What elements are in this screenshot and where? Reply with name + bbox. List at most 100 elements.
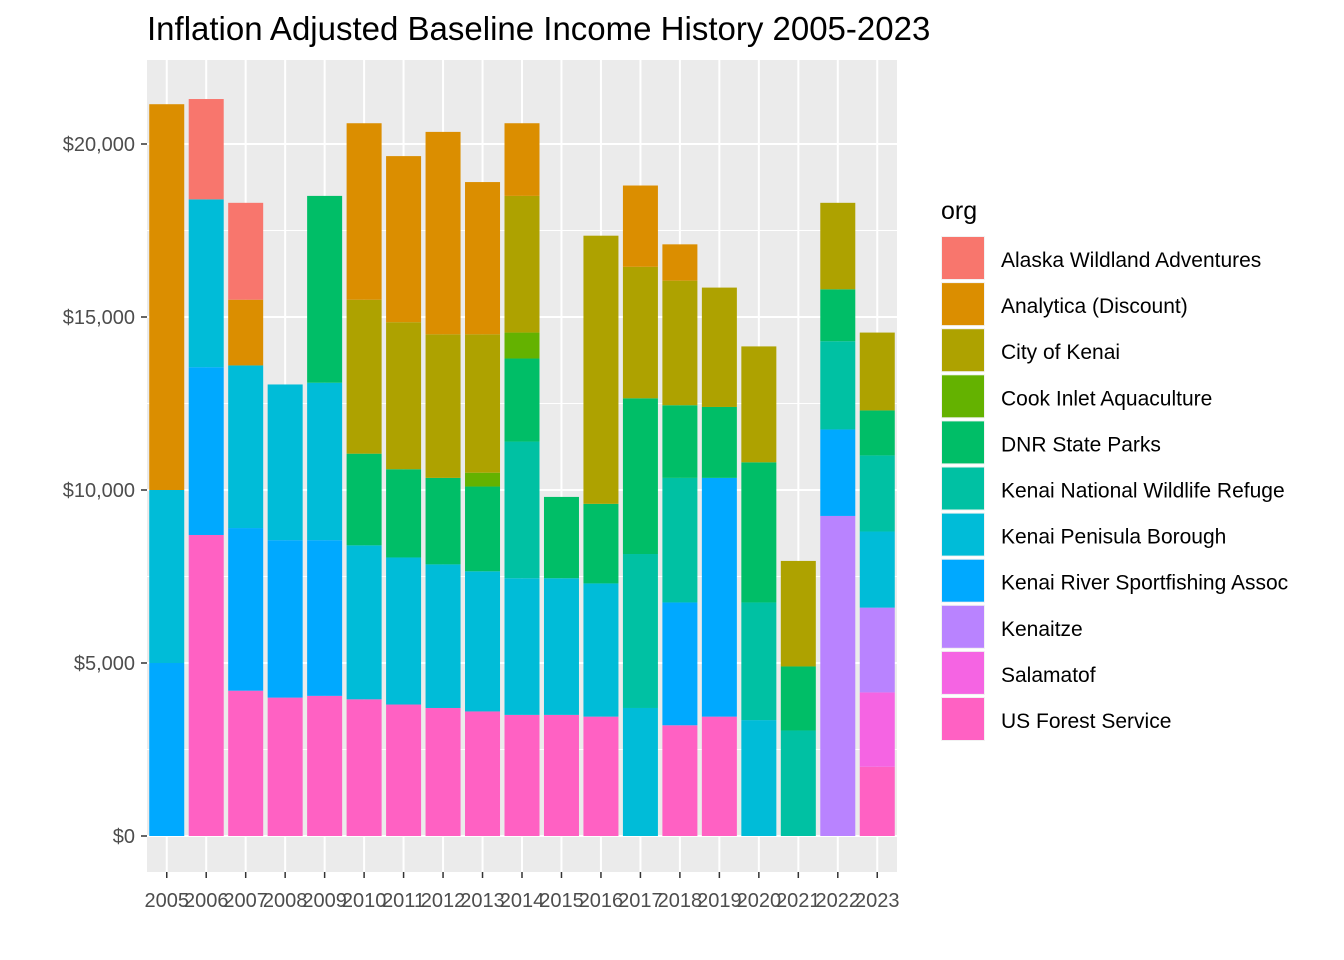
bar-segment-2017-city-of-kenai <box>622 266 658 399</box>
bar-segment-2005-kenai-penisula-borough <box>149 490 185 663</box>
legend-swatch <box>942 283 984 326</box>
bar-segment-2013-us-forest-service <box>465 711 501 836</box>
bar-segment-2010-dnr-state-parks <box>346 453 382 546</box>
x-tick-label: 2011 <box>382 890 425 912</box>
bar-segment-2009-kenai-penisula-borough <box>307 382 343 541</box>
bar-segment-2018-us-forest-service <box>662 725 698 836</box>
bar-segment-2022-kenaitze <box>820 515 856 836</box>
bar-segment-2006-kenai-river-sportfishing-assoc <box>188 367 224 535</box>
legend-label: Cook Inlet Aquaculture <box>1001 387 1212 410</box>
bar-segment-2015-dnr-state-parks <box>543 496 579 579</box>
bar-segment-2005-kenai-river-sportfishing-assoc <box>149 663 185 836</box>
x-tick-label: 2022 <box>816 890 861 912</box>
bar-segment-2011-us-forest-service <box>386 704 422 836</box>
bar-segment-2019-kenai-river-sportfishing-assoc <box>701 477 737 717</box>
bar-segment-2012-city-of-kenai <box>425 334 461 478</box>
bar-segment-2007-us-forest-service <box>228 690 264 836</box>
legend-label: US Forest Service <box>1001 710 1171 733</box>
bar-segment-2012-dnr-state-parks <box>425 477 461 565</box>
legend-label: DNR State Parks <box>1001 433 1161 456</box>
bar-segment-2013-kenai-penisula-borough <box>465 571 501 712</box>
bar-segment-2009-kenai-river-sportfishing-assoc <box>307 540 343 696</box>
x-tick-label: 2005 <box>144 890 189 912</box>
bar-segment-2011-analytica-discount- <box>386 156 422 323</box>
y-tick-label: $15,000 <box>63 307 135 329</box>
bar-segment-2021-kenai-national-wildlife-refuge <box>780 730 816 836</box>
bar-segment-2006-alaska-wildland-adventures <box>188 99 224 200</box>
legend-swatch <box>942 375 984 418</box>
bar-segment-2023-kenai-penisula-borough <box>859 531 895 608</box>
bar-segment-2018-analytica-discount- <box>662 244 698 281</box>
bar-segment-2016-city-of-kenai <box>583 235 619 504</box>
bar-segment-2010-analytica-discount- <box>346 123 382 300</box>
y-axis: $0 $5,000 $10,000 $15,000 $20,000 <box>63 134 147 848</box>
bar-segment-2015-kenai-penisula-borough <box>543 578 579 715</box>
legend-swatch <box>942 698 984 740</box>
bar-segment-2022-city-of-kenai <box>820 202 856 290</box>
bar-segment-2013-dnr-state-parks <box>465 486 501 572</box>
bar-segment-2007-kenai-penisula-borough <box>228 365 264 529</box>
x-tick-label: 2023 <box>855 890 900 912</box>
x-tick-label: 2013 <box>460 890 505 912</box>
legend-label: Kenai River Sportfishing Assoc <box>1001 572 1288 595</box>
x-tick-label: 2021 <box>776 890 821 912</box>
bar-segment-2023-us-forest-service <box>859 766 895 836</box>
bar-segment-2021-city-of-kenai <box>780 560 816 667</box>
bar-segment-2007-alaska-wildland-adventures <box>228 202 264 300</box>
bar-segment-2012-us-forest-service <box>425 707 461 836</box>
bar-segment-2020-kenai-penisula-borough <box>741 720 777 836</box>
bar-segment-2012-kenai-penisula-borough <box>425 564 461 708</box>
legend-swatch <box>942 559 984 602</box>
legend-swatch <box>942 605 984 648</box>
bar-segment-2007-kenai-river-sportfishing-assoc <box>228 528 264 691</box>
bar-segment-2014-cook-inlet-aquaculture <box>504 332 540 359</box>
bar-segment-2020-kenai-national-wildlife-refuge <box>741 602 777 721</box>
legend-swatch <box>942 651 984 694</box>
x-axis: 2005200620072008200920102011201220132014… <box>144 872 900 912</box>
bar-segment-2009-dnr-state-parks <box>307 195 343 383</box>
bar-segment-2023-dnr-state-parks <box>859 410 895 456</box>
bar-segment-2010-city-of-kenai <box>346 299 382 454</box>
legend-label: Alaska Wildland Adventures <box>1001 249 1261 272</box>
bar-segment-2011-kenai-penisula-borough <box>386 557 422 705</box>
x-tick-label: 2020 <box>737 890 782 912</box>
bar-segment-2008-kenai-penisula-borough <box>267 384 303 541</box>
bar-segment-2014-analytica-discount- <box>504 123 540 196</box>
legend-swatch <box>942 237 984 279</box>
y-tick-label: $20,000 <box>63 134 135 156</box>
bar-segment-2014-kenai-penisula-borough <box>504 578 540 715</box>
bars-layer <box>149 99 895 836</box>
bar-segment-2017-kenai-national-wildlife-refuge <box>622 554 658 708</box>
bar-segment-2016-dnr-state-parks <box>583 503 619 584</box>
legend-label: City of Kenai <box>1001 341 1120 364</box>
bar-segment-2022-kenai-national-wildlife-refuge <box>820 341 856 430</box>
bar-segment-2018-city-of-kenai <box>662 280 698 406</box>
y-tick-label: $5,000 <box>74 653 135 675</box>
bar-segment-2014-us-forest-service <box>504 714 540 836</box>
x-tick-label: 2015 <box>539 890 584 912</box>
legend-title: org <box>941 197 977 225</box>
bar-segment-2023-city-of-kenai <box>859 332 895 411</box>
x-tick-label: 2019 <box>697 890 742 912</box>
legend-label: Salamatof <box>1001 664 1096 687</box>
chart-title: Inflation Adjusted Baseline Income Histo… <box>147 10 930 47</box>
bar-segment-2013-analytica-discount- <box>465 182 501 335</box>
bar-segment-2018-kenai-river-sportfishing-assoc <box>662 602 698 726</box>
bar-segment-2012-analytica-discount- <box>425 131 461 335</box>
bar-segment-2011-city-of-kenai <box>386 322 422 470</box>
x-tick-label: 2008 <box>263 890 308 912</box>
bar-segment-2006-us-forest-service <box>188 534 224 836</box>
x-tick-label: 2018 <box>658 890 703 912</box>
bar-segment-2023-kenai-national-wildlife-refuge <box>859 455 895 532</box>
bar-segment-2013-cook-inlet-aquaculture <box>465 472 501 487</box>
y-tick-label: $10,000 <box>63 480 135 502</box>
bar-segment-2013-city-of-kenai <box>465 334 501 473</box>
bar-segment-2017-dnr-state-parks <box>622 398 658 555</box>
bar-segment-2014-dnr-state-parks <box>504 358 540 442</box>
bar-segment-2016-us-forest-service <box>583 716 619 836</box>
bar-segment-2014-kenai-national-wildlife-refuge <box>504 441 540 579</box>
bar-segment-2020-city-of-kenai <box>741 346 777 463</box>
bar-segment-2010-kenai-penisula-borough <box>346 545 382 700</box>
legend-label: Analytica (Discount) <box>1001 295 1188 318</box>
